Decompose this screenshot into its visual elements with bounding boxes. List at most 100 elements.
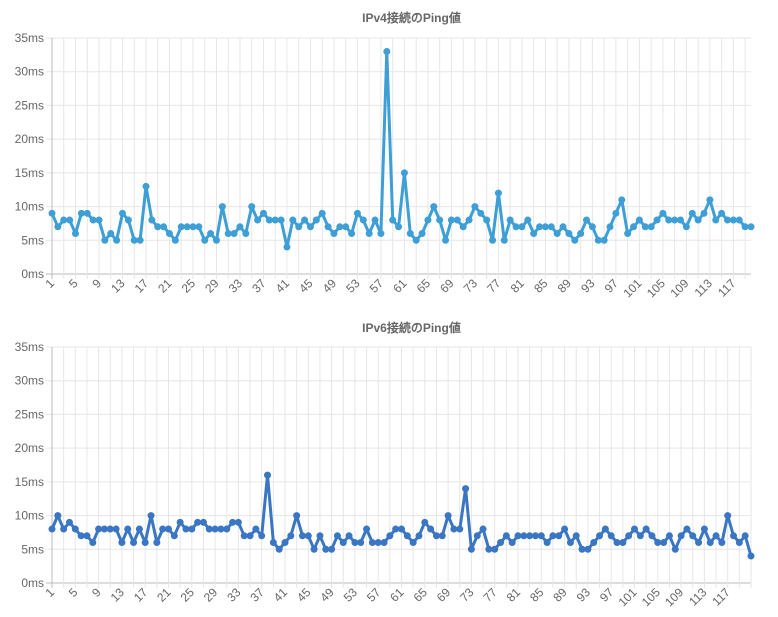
data-point[interactable] (171, 236, 179, 244)
data-point[interactable] (153, 539, 161, 547)
data-point[interactable] (566, 539, 574, 547)
data-point[interactable] (176, 518, 184, 526)
data-point[interactable] (491, 545, 499, 553)
data-point[interactable] (694, 216, 702, 224)
data-point[interactable] (418, 230, 426, 238)
data-point[interactable] (531, 532, 539, 540)
data-point[interactable] (60, 525, 68, 533)
data-point[interactable] (89, 539, 97, 547)
data-point[interactable] (330, 230, 338, 238)
data-point[interactable] (124, 525, 132, 533)
data-point[interactable] (730, 532, 738, 540)
data-point[interactable] (359, 216, 367, 224)
data-point[interactable] (398, 525, 405, 533)
data-point[interactable] (536, 223, 544, 231)
data-point[interactable] (165, 525, 172, 533)
data-point[interactable] (636, 532, 644, 540)
data-point[interactable] (224, 230, 232, 238)
data-point[interactable] (242, 230, 250, 238)
data-point[interactable] (395, 223, 403, 231)
data-point[interactable] (188, 525, 196, 533)
data-point[interactable] (54, 512, 62, 520)
data-point[interactable] (71, 230, 79, 238)
data-point[interactable] (688, 209, 696, 217)
data-point[interactable] (374, 539, 382, 547)
data-point[interactable] (648, 532, 656, 540)
data-point[interactable] (427, 525, 435, 533)
data-point[interactable] (310, 545, 318, 553)
data-point[interactable] (322, 545, 330, 553)
data-point[interactable] (218, 203, 226, 211)
data-point[interactable] (724, 512, 732, 520)
data-point[interactable] (494, 189, 502, 197)
data-point[interactable] (259, 209, 267, 217)
data-point[interactable] (339, 539, 347, 547)
data-point[interactable] (695, 539, 703, 547)
data-point[interactable] (316, 532, 324, 540)
data-point[interactable] (450, 525, 458, 533)
data-point[interactable] (518, 223, 526, 231)
data-point[interactable] (403, 532, 411, 540)
data-point[interactable] (368, 539, 376, 547)
data-point[interactable] (541, 223, 549, 231)
data-point[interactable] (613, 539, 621, 547)
data-point[interactable] (246, 532, 254, 540)
data-point[interactable] (677, 532, 685, 540)
data-point[interactable] (351, 539, 359, 547)
data-point[interactable] (48, 209, 56, 217)
data-point[interactable] (741, 223, 749, 231)
data-point[interactable] (124, 216, 132, 224)
data-point[interactable] (683, 525, 691, 533)
data-point[interactable] (223, 525, 231, 533)
data-point[interactable] (380, 539, 388, 547)
data-point[interactable] (578, 545, 586, 553)
data-point[interactable] (240, 532, 248, 540)
data-point[interactable] (83, 532, 91, 540)
data-point[interactable] (107, 230, 115, 238)
data-point[interactable] (89, 216, 97, 224)
data-point[interactable] (60, 216, 68, 224)
data-point[interactable] (547, 223, 555, 231)
data-point[interactable] (248, 203, 256, 211)
data-point[interactable] (530, 230, 538, 238)
data-point[interactable] (199, 518, 207, 526)
data-point[interactable] (95, 216, 103, 224)
data-point[interactable] (328, 545, 336, 553)
data-point[interactable] (485, 545, 493, 553)
data-point[interactable] (353, 209, 361, 217)
data-point[interactable] (363, 525, 371, 533)
data-point[interactable] (625, 532, 633, 540)
data-point[interactable] (471, 203, 479, 211)
data-point[interactable] (154, 223, 162, 231)
data-point[interactable] (258, 532, 266, 540)
data-point[interactable] (508, 539, 516, 547)
data-point[interactable] (348, 230, 356, 238)
data-point[interactable] (565, 230, 573, 238)
data-point[interactable] (177, 223, 185, 231)
data-point[interactable] (489, 236, 497, 244)
data-point[interactable] (421, 518, 429, 526)
data-point[interactable] (345, 532, 353, 540)
data-point[interactable] (635, 216, 643, 224)
data-point[interactable] (524, 216, 532, 224)
data-point[interactable] (483, 216, 491, 224)
data-point[interactable] (287, 532, 295, 540)
data-point[interactable] (170, 532, 178, 540)
data-point[interactable] (118, 209, 126, 217)
data-point[interactable] (295, 223, 303, 231)
data-point[interactable] (293, 512, 301, 520)
data-point[interactable] (230, 230, 238, 238)
data-point[interactable] (624, 230, 632, 238)
data-point[interactable] (205, 525, 213, 533)
data-point[interactable] (406, 230, 414, 238)
data-point[interactable] (194, 518, 202, 526)
data-point[interactable] (700, 209, 708, 217)
data-point[interactable] (642, 525, 650, 533)
data-point[interactable] (106, 525, 114, 533)
data-point[interactable] (118, 539, 126, 547)
data-point[interactable] (130, 236, 138, 244)
data-point[interactable] (430, 203, 438, 211)
data-point[interactable] (572, 532, 580, 540)
data-point[interactable] (281, 539, 289, 547)
data-point[interactable] (747, 552, 755, 560)
